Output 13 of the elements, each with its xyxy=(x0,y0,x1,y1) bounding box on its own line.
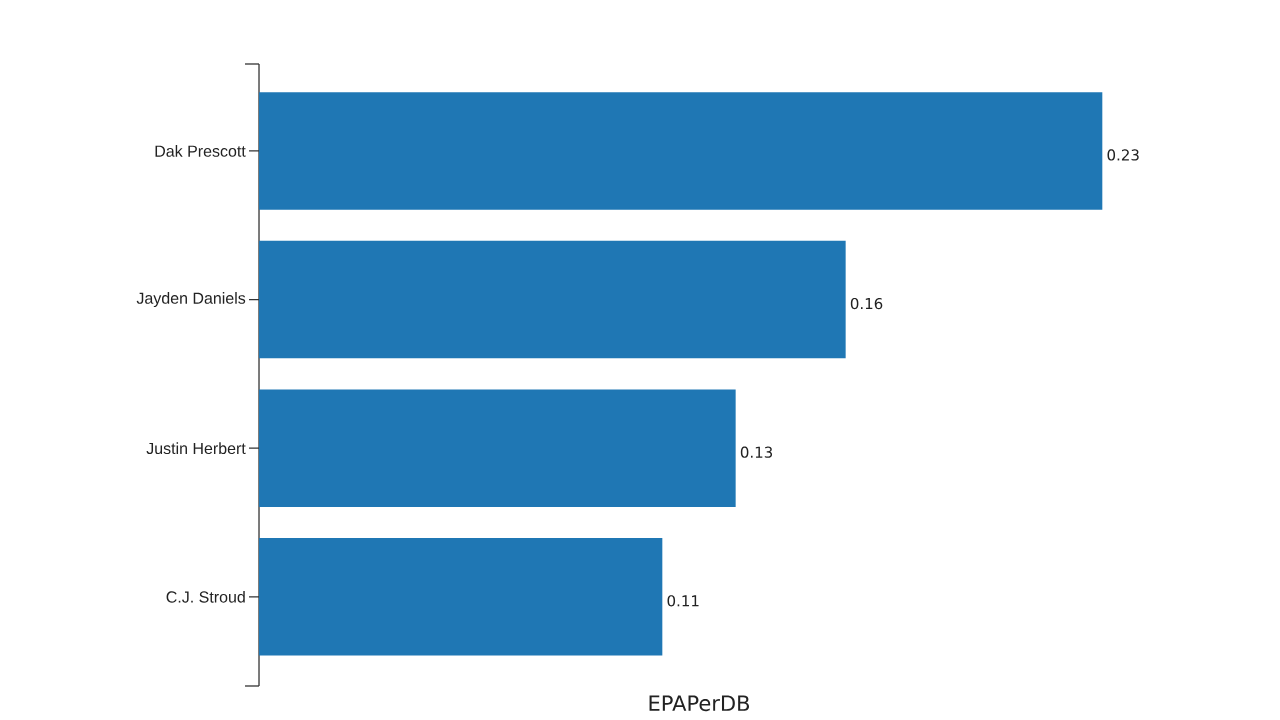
data-label: 0.16 xyxy=(850,297,883,310)
data-label: 0.13 xyxy=(740,446,773,458)
bar xyxy=(259,538,663,656)
bar xyxy=(259,389,736,507)
data-label: 0.11 xyxy=(667,595,699,607)
y-tick-label: Jayden Daniels xyxy=(136,292,246,308)
data-label: 0.23 xyxy=(1107,149,1139,161)
x-axis-title: EPAPerDB xyxy=(649,695,750,712)
y-tick-label: C.J. Stroud xyxy=(166,590,245,603)
y-tick-label: Dak Prescott xyxy=(155,145,246,157)
y-tick-label: Justin Herbert xyxy=(146,442,246,455)
bar xyxy=(259,240,846,359)
bar xyxy=(259,92,1103,210)
